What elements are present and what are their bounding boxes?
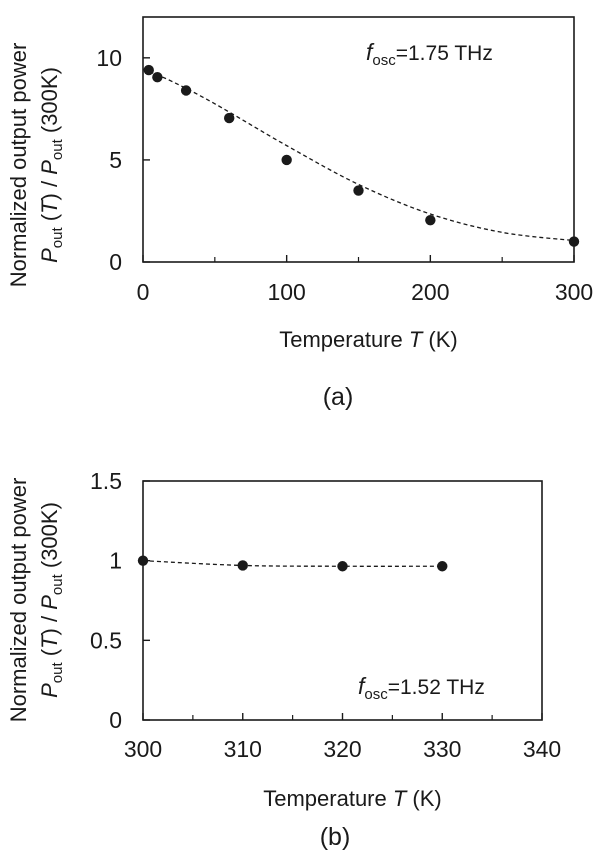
y-tick-label: 0.5 xyxy=(90,627,122,653)
frequency-annotation: fosc=1.75 THz xyxy=(366,39,493,69)
data-point xyxy=(143,64,154,76)
y-tick-label: 1 xyxy=(109,548,122,574)
x-tick-label: 0 xyxy=(137,279,150,305)
y-tick-label: 10 xyxy=(96,45,122,71)
x-tick-label: 320 xyxy=(323,736,361,762)
y-tick-label: 0 xyxy=(109,249,122,275)
panel-caption: (a) xyxy=(323,383,354,411)
x-tick-label: 200 xyxy=(411,279,449,305)
x-tick-label: 300 xyxy=(124,736,162,762)
data-point xyxy=(180,85,192,96)
trend-line xyxy=(142,68,575,242)
y-axis-label-line1: Normalized output power xyxy=(6,478,31,723)
x-tick-label: 330 xyxy=(423,736,461,762)
y-tick-label: 1.5 xyxy=(90,468,122,494)
data-point xyxy=(224,112,235,124)
data-point xyxy=(152,72,163,83)
x-tick-label: 300 xyxy=(555,279,593,305)
x-axis-label: Temperature T (K) xyxy=(263,786,442,811)
data-point xyxy=(353,185,364,196)
data-point xyxy=(337,561,348,572)
data-point xyxy=(425,214,436,226)
plot-frame xyxy=(142,16,575,263)
x-tick-label: 310 xyxy=(224,736,262,762)
chart-panel-b: 300 310 320 330 340 0 0.5 1 1.5 Temperature T (K)… xyxy=(6,468,561,851)
chart-panel-a: 0 100 200 300 0 5 10 Temperature T (K) Normalize… xyxy=(6,16,593,411)
x-axis-label: Temperature T (K) xyxy=(279,327,458,352)
y-axis-label-line2: Pout (T) / Pout (300K) xyxy=(37,67,66,263)
data-point xyxy=(437,561,448,572)
y-tick-label: 0 xyxy=(109,707,122,733)
x-tick-label: 340 xyxy=(523,736,561,762)
panel-caption: (b) xyxy=(320,823,351,851)
frequency-annotation: fosc=1.52 THz xyxy=(358,673,485,703)
data-point xyxy=(281,154,292,166)
x-tick-label: 100 xyxy=(267,279,305,305)
y-axis-label-line2: Pout (T) / Pout (300K) xyxy=(37,502,66,698)
trend-line xyxy=(142,560,443,567)
data-point xyxy=(137,555,149,566)
data-point xyxy=(237,560,248,571)
data-point xyxy=(568,236,580,247)
y-tick-label: 5 xyxy=(109,147,122,173)
y-axis-label-line1: Normalized output power xyxy=(6,43,31,288)
